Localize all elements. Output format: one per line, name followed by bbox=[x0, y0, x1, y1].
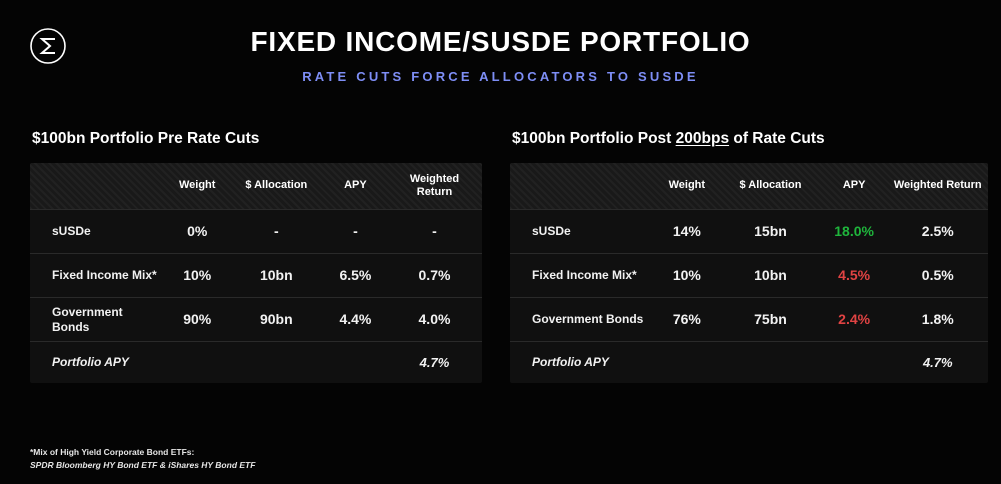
post-title-prefix: $100bn Portfolio Post bbox=[512, 130, 676, 147]
apy-value: 4.5% bbox=[838, 267, 871, 284]
post-col-weight: Weight bbox=[668, 179, 706, 192]
portfolio-apy-label: Portfolio APY bbox=[52, 355, 129, 370]
allocation-value: 15bn bbox=[754, 223, 787, 240]
row-label: Government Bonds bbox=[52, 305, 123, 334]
allocation-value: 90bn bbox=[259, 311, 293, 328]
table-row-portfolio-apy: Portfolio APY 4.7% bbox=[510, 341, 988, 383]
page-subtitle: RATE CUTS FORCE ALLOCATORS TO SUSDE bbox=[302, 69, 699, 84]
pre-col-apy: APY bbox=[344, 179, 367, 192]
table-row-portfolio-apy: Portfolio APY 4.7% bbox=[30, 341, 482, 383]
allocation-value: - bbox=[273, 223, 279, 240]
pre-rate-cuts-block: $100bn Portfolio Pre Rate Cuts Weight $ … bbox=[30, 130, 482, 383]
weighted-return-value: 0.7% bbox=[418, 267, 451, 284]
tables-section: $100bn Portfolio Pre Rate Cuts Weight $ … bbox=[0, 130, 1001, 383]
pre-col-weighted-return: Weighted Return bbox=[409, 172, 460, 198]
table-row-susde: sUSDe 14% 15bn 18.0% 2.5% bbox=[510, 209, 988, 253]
table-row-fixed-income: Fixed Income Mix* 10% 10bn 4.5% 0.5% bbox=[510, 253, 988, 297]
post-title-suffix: of Rate Cuts bbox=[729, 130, 825, 147]
row-label: sUSDe bbox=[52, 224, 91, 239]
weight-value: 10% bbox=[672, 267, 701, 284]
portfolio-apy-value: 4.7% bbox=[419, 354, 450, 370]
table-row-susde: sUSDe 0% - - - bbox=[30, 209, 482, 253]
row-label: Government Bonds bbox=[532, 312, 644, 327]
weighted-return-value: 4.0% bbox=[418, 311, 451, 328]
weight-value: 10% bbox=[183, 267, 212, 284]
post-col-apy: APY bbox=[842, 179, 866, 192]
header: FIXED INCOME/SUSDE PORTFOLIO RATE CUTS F… bbox=[0, 0, 1001, 84]
weighted-return-value: - bbox=[432, 223, 437, 240]
apy-value: 18.0% bbox=[834, 223, 874, 240]
post-table-header-row: Weight $ Allocation APY Weighted Return bbox=[510, 163, 988, 209]
portfolio-apy-value: 4.7% bbox=[922, 354, 953, 370]
footnote-line-1: *Mix of High Yield Corporate Bond ETFs: bbox=[30, 447, 195, 458]
weighted-return-value: 0.5% bbox=[921, 267, 954, 284]
apy-value: 6.5% bbox=[339, 267, 372, 284]
allocation-value: 10bn bbox=[259, 267, 293, 284]
post-table: Weight $ Allocation APY Weighted Return … bbox=[510, 163, 988, 383]
apy-value: 2.4% bbox=[838, 311, 871, 328]
post-table-title: $100bn Portfolio Post 200bps of Rate Cut… bbox=[510, 130, 988, 148]
footnote-line-2: SPDR Bloomberg HY Bond ETF & iShares HY … bbox=[30, 459, 256, 470]
table-row-government-bonds: Government Bonds 90% 90bn 4.4% 4.0% bbox=[30, 297, 482, 341]
post-rate-cuts-block: $100bn Portfolio Post 200bps of Rate Cut… bbox=[510, 130, 988, 383]
pre-table-header-row: Weight $ Allocation APY Weighted Return bbox=[30, 163, 482, 209]
footnote: *Mix of High Yield Corporate Bond ETFs: … bbox=[30, 446, 255, 471]
weight-value: 14% bbox=[672, 223, 701, 240]
pre-col-allocation: $ Allocation bbox=[245, 179, 308, 192]
table-row-fixed-income: Fixed Income Mix* 10% 10bn 6.5% 0.7% bbox=[30, 253, 482, 297]
allocation-value: 10bn bbox=[754, 267, 787, 284]
post-title-underlined: 200bps bbox=[675, 130, 730, 147]
post-col-weighted-return: Weighted Return bbox=[893, 179, 982, 192]
allocation-value: 75bn bbox=[754, 311, 787, 328]
pre-col-weight: Weight bbox=[178, 179, 216, 192]
post-col-allocation: $ Allocation bbox=[739, 179, 802, 192]
weighted-return-value: 2.5% bbox=[921, 223, 954, 240]
pre-table: Weight $ Allocation APY Weighted Return … bbox=[30, 163, 482, 383]
weighted-return-value: 1.8% bbox=[921, 311, 954, 328]
weight-value: 90% bbox=[183, 311, 212, 328]
weight-value: 76% bbox=[672, 311, 701, 328]
pre-table-title: $100bn Portfolio Pre Rate Cuts bbox=[32, 130, 260, 147]
row-label: Fixed Income Mix* bbox=[532, 268, 637, 283]
table-row-government-bonds: Government Bonds 76% 75bn 2.4% 1.8% bbox=[510, 297, 988, 341]
weight-value: 0% bbox=[187, 223, 208, 240]
page-title: FIXED INCOME/SUSDE PORTFOLIO bbox=[250, 26, 751, 57]
apy-value: - bbox=[353, 223, 358, 240]
ethena-sigma-logo-icon bbox=[26, 24, 70, 68]
apy-value: 4.4% bbox=[339, 311, 372, 328]
portfolio-apy-label: Portfolio APY bbox=[532, 355, 609, 370]
row-label: Fixed Income Mix* bbox=[52, 268, 157, 283]
row-label: sUSDe bbox=[532, 224, 571, 239]
